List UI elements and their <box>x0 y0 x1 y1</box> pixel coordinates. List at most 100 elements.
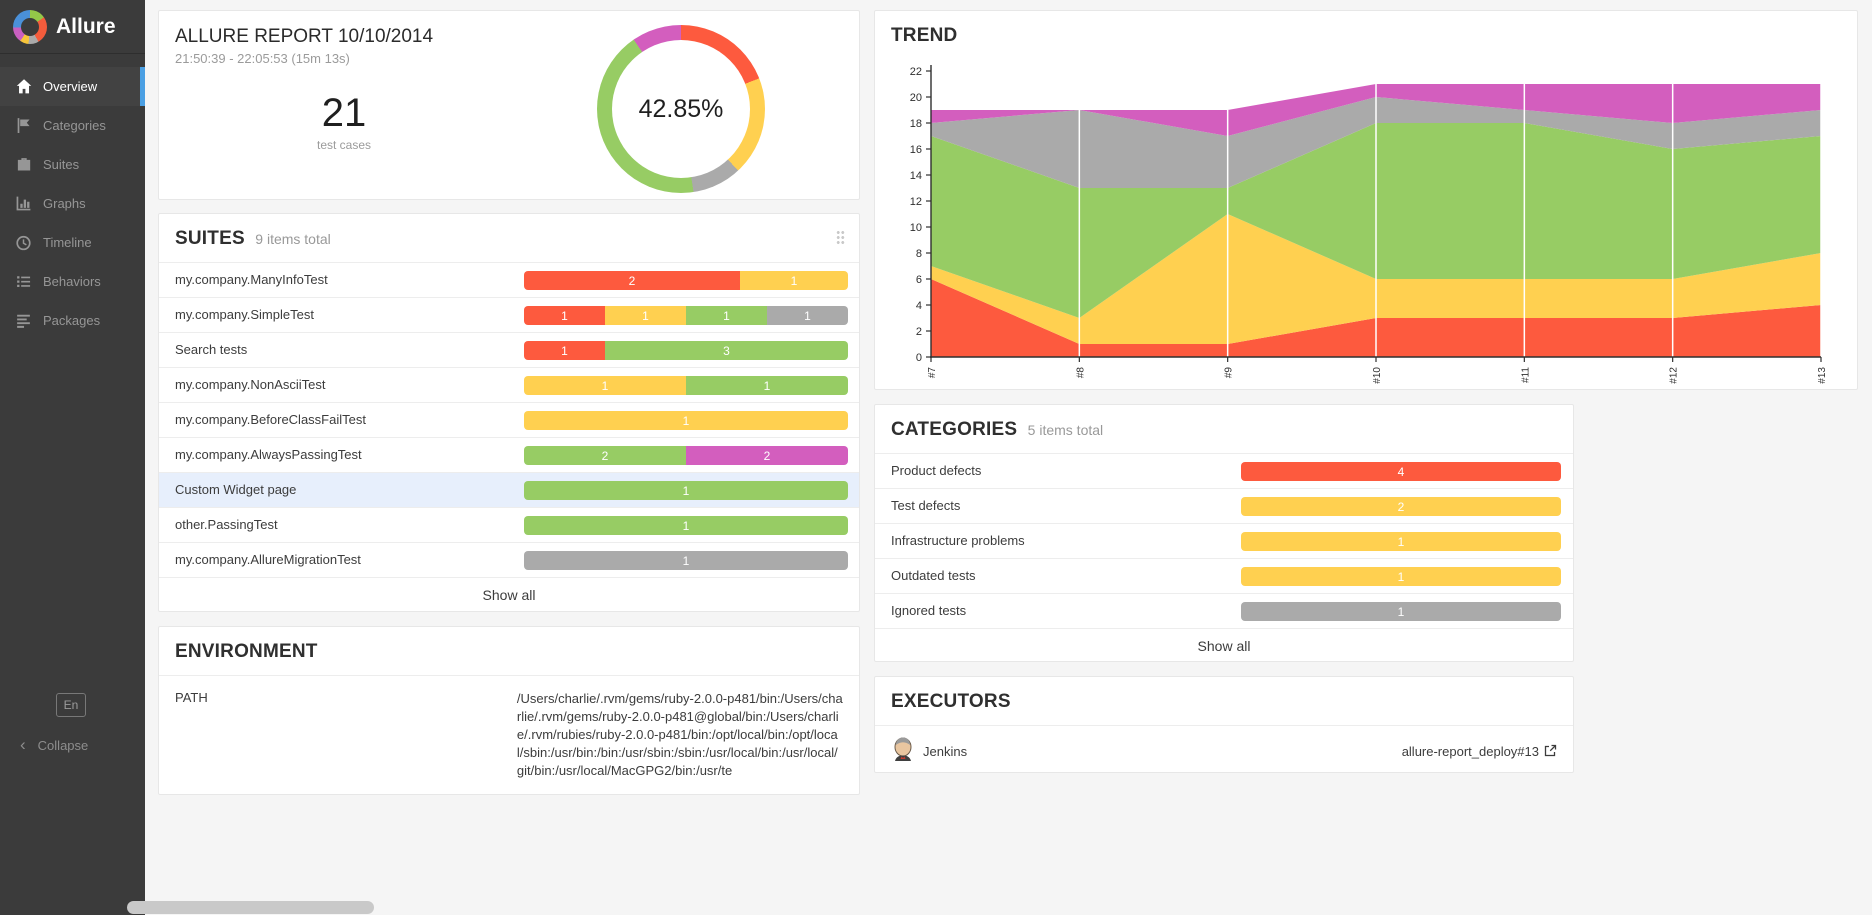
executor-build-label: allure-report_deploy#13 <box>1401 744 1539 759</box>
status-bar: 1 <box>1241 532 1561 551</box>
suite-row[interactable]: Search tests 1 3 <box>159 332 859 367</box>
suite-row[interactable]: my.company.AllureMigrationTest 1 <box>159 542 859 577</box>
svg-text:6: 6 <box>916 274 922 286</box>
sidebar-item-packages[interactable]: Packages <box>0 301 145 340</box>
category-row[interactable]: Ignored tests 1 <box>875 593 1573 628</box>
report-title: ALLURE REPORT 10/10/2014 <box>175 26 434 47</box>
total-testcases-label: test cases <box>316 138 372 152</box>
sidebar-item-overview[interactable]: Overview <box>0 67 145 106</box>
status-bar-count: 1 <box>763 378 771 393</box>
svg-text:10: 10 <box>910 222 922 234</box>
categories-title: CATEGORIES <box>891 419 1018 440</box>
sidebar-item-timeline[interactable]: Timeline <box>0 223 145 262</box>
status-bar-count: 2 <box>1397 499 1405 514</box>
sidebar-item-categories[interactable]: Categories <box>0 106 145 145</box>
executor-row: Jenkins allure-report_deploy#13 <box>875 725 1573 777</box>
sidebar-item-suites[interactable]: Suites <box>0 145 145 184</box>
executor-build-link[interactable]: allure-report_deploy#13 <box>1402 744 1557 760</box>
suite-row[interactable]: my.company.NonAsciiTest 1 1 <box>159 367 859 402</box>
clock-icon <box>15 234 32 251</box>
suite-row[interactable]: other.PassingTest 1 <box>159 507 859 542</box>
svg-text:#12: #12 <box>1669 367 1680 384</box>
allure-logo-icon <box>13 9 47 44</box>
suite-row-name: my.company.AllureMigrationTest <box>175 552 361 567</box>
categories-header: CATEGORIES 5 items total <box>875 405 1573 453</box>
category-row[interactable]: Outdated tests 1 <box>875 558 1573 593</box>
sidebar-item-label: Graphs <box>43 196 86 211</box>
status-bar-count: 1 <box>804 308 811 323</box>
sidebar-item-label: Categories <box>43 118 106 133</box>
status-bar-count: 1 <box>682 553 690 568</box>
suite-row-name: my.company.AlwaysPassingTest <box>175 447 362 462</box>
overview-summary-card: ALLURE REPORT 10/10/2014 21:50:39 - 22:0… <box>158 10 860 200</box>
category-row[interactable]: Product defects 4 <box>875 453 1573 488</box>
sidebar: Allure Overview Categories Suites Graphs Tim… <box>0 0 145 915</box>
svg-text:8: 8 <box>916 248 922 260</box>
status-bar-segment-passed: 3 <box>605 341 848 360</box>
trend-header: TREND <box>875 11 1857 59</box>
suite-row[interactable]: my.company.BeforeClassFailTest 1 <box>159 402 859 437</box>
flag-icon <box>15 117 32 134</box>
status-bar-segment-failed: 1 <box>524 306 605 325</box>
environment-row: PATH/Users/charlie/.rvm/gems/ruby-2.0.0-… <box>159 675 859 794</box>
suites-rows: my.company.ManyInfoTest 2 1 my.company.Simp… <box>159 262 859 577</box>
collapse-button[interactable]: ‹ Collapse <box>20 735 145 755</box>
suite-row-name: my.company.NonAsciiTest <box>175 377 326 392</box>
status-bar: 1 <box>1241 602 1561 621</box>
brand-name: Allure <box>56 14 116 38</box>
status-bar-segment-broken: 1 <box>1241 567 1561 586</box>
status-bar-count: 1 <box>601 378 609 393</box>
status-bar-segment-skipped: 1 <box>1241 602 1561 621</box>
category-row-name: Test defects <box>891 498 961 513</box>
suite-row[interactable]: my.company.SimpleTest 1 1 1 1 <box>159 297 859 332</box>
category-row-name: Ignored tests <box>891 603 967 618</box>
category-row[interactable]: Test defects 2 <box>875 488 1573 523</box>
status-bar-segment-broken: 1 <box>1241 532 1561 551</box>
status-bar-segment-unknown: 2 <box>686 446 848 465</box>
drag-handle-icon[interactable] <box>836 230 845 244</box>
environment-key: PATH <box>175 690 208 705</box>
environment-value: /Users/charlie/.rvm/gems/ruby-2.0.0-p481… <box>516 691 843 778</box>
sidebar-item-label: Suites <box>43 157 80 172</box>
trend-title: TREND <box>891 25 958 46</box>
status-bar: 2 <box>1241 497 1561 516</box>
suite-row-name: my.company.ManyInfoTest <box>175 272 328 287</box>
suite-row[interactable]: Custom Widget page 1 <box>159 472 859 507</box>
status-bar-count: 1 <box>1397 604 1405 619</box>
status-bar-segment-skipped: 1 <box>524 551 848 570</box>
language-button[interactable]: En <box>56 693 86 717</box>
sidebar-item-behaviors[interactable]: Behaviors <box>0 262 145 301</box>
trend-area-chart[interactable]: 0 2 4 6 8 10 12 14 16 18 20 22 #7 #8 #9 #10 #11 #12 #13 <box>891 45 1843 392</box>
suite-row[interactable]: my.company.AlwaysPassingTest 2 2 <box>159 437 859 472</box>
category-row[interactable]: Infrastructure problems 1 <box>875 523 1573 558</box>
suite-row[interactable]: my.company.ManyInfoTest 2 1 <box>159 262 859 297</box>
status-donut-chart[interactable]: 42.85% <box>597 25 765 193</box>
categories-items-total: 5 items total <box>1027 422 1104 438</box>
align-left-icon <box>15 312 32 329</box>
donut-percent-label: 42.85% <box>638 94 724 123</box>
status-bar-count: 1 <box>790 273 798 288</box>
svg-text:4: 4 <box>916 300 922 312</box>
sidebar-nav: Overview Categories Suites Graphs Timeline Be… <box>0 67 145 340</box>
status-bar-count: 4 <box>1397 464 1405 479</box>
svg-text:12: 12 <box>910 196 922 208</box>
suites-items-total: 9 items total <box>255 231 331 247</box>
sidebar-item-graphs[interactable]: Graphs <box>0 184 145 223</box>
svg-text:#7: #7 <box>927 367 938 379</box>
sidebar-item-label: Overview <box>43 79 98 94</box>
horizontal-scrollbar-thumb[interactable] <box>127 901 374 914</box>
executor-name: Jenkins <box>923 744 968 759</box>
status-bar-segment-skipped: 1 <box>767 306 848 325</box>
categories-show-all-link[interactable]: Show all <box>875 628 1573 663</box>
chevron-left-icon: ‹ <box>20 735 26 754</box>
suites-title: SUITES <box>175 228 245 249</box>
svg-text:20: 20 <box>910 92 922 104</box>
suites-show-all-link[interactable]: Show all <box>159 577 859 612</box>
status-bar-segment-broken: 2 <box>1241 497 1561 516</box>
executors-rows: Jenkins allure-report_deploy#13 <box>875 725 1573 777</box>
status-bar-count: 1 <box>1397 569 1405 584</box>
status-bar-count: 2 <box>763 448 771 463</box>
svg-text:#10: #10 <box>1372 367 1383 384</box>
